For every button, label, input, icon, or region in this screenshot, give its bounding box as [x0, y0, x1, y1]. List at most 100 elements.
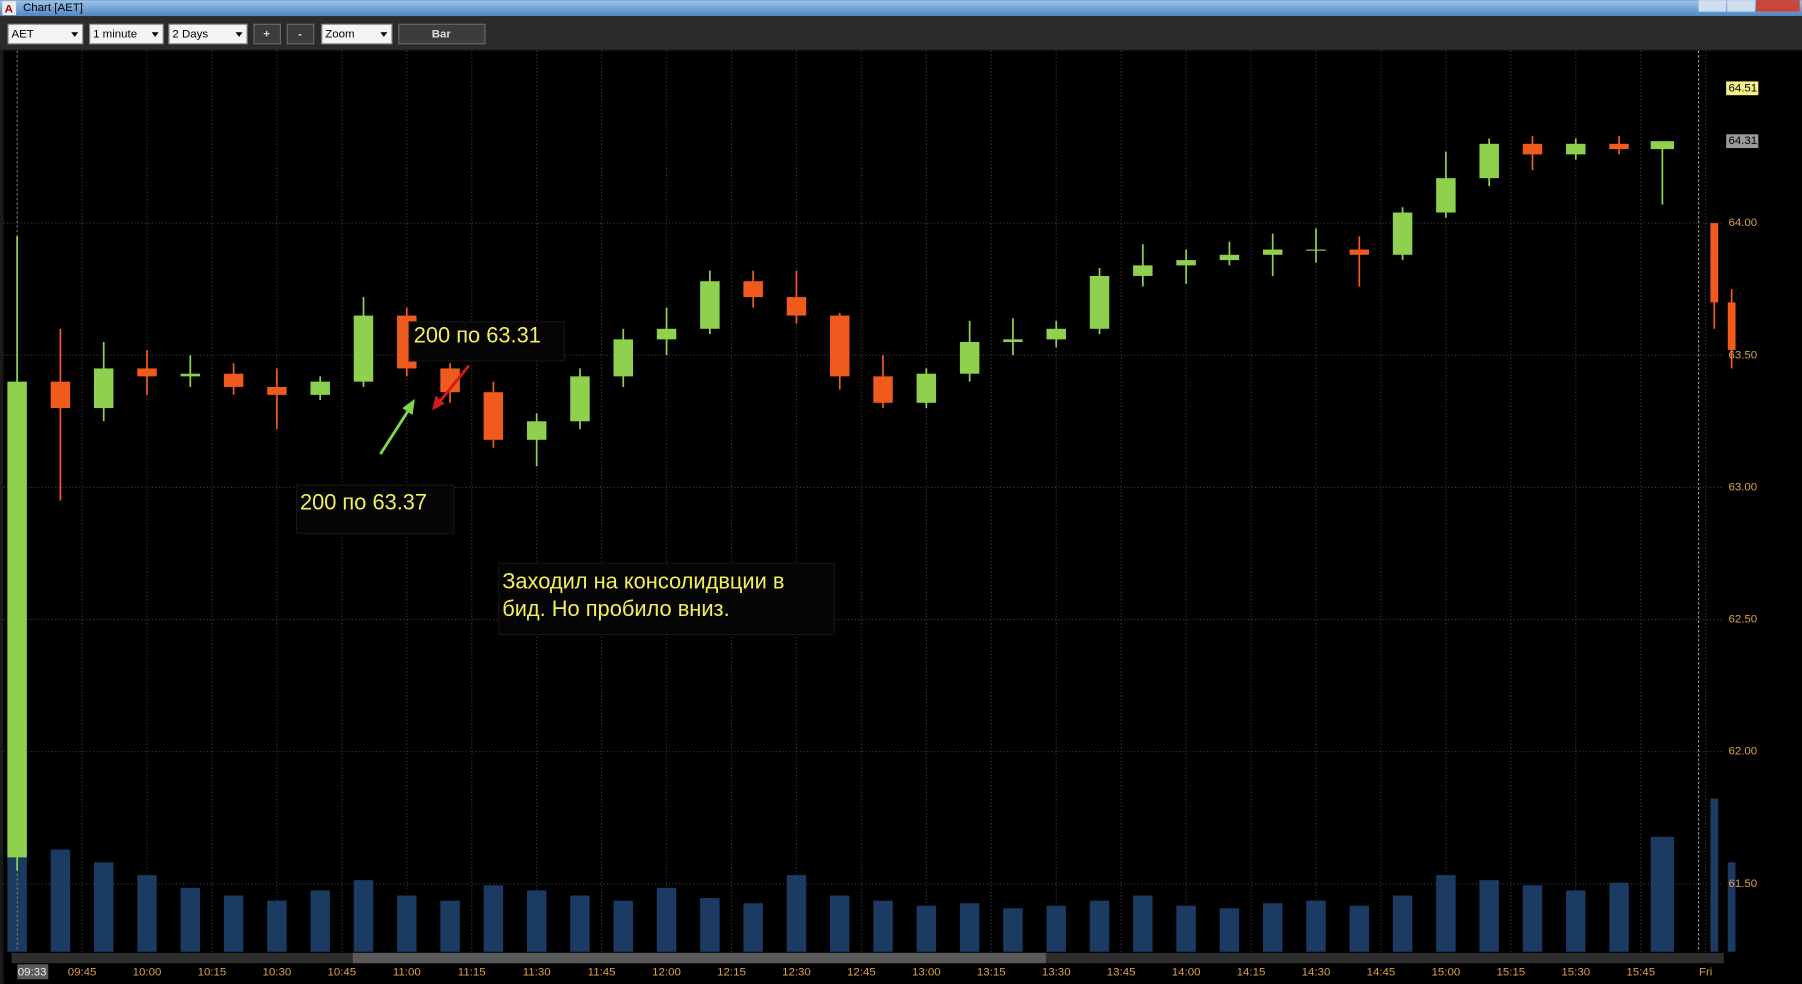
candle-body — [570, 376, 590, 422]
volume-bar — [180, 887, 201, 952]
close-button[interactable] — [1756, 0, 1800, 12]
volume-bar — [1046, 905, 1066, 952]
maximize-button[interactable] — [1727, 0, 1755, 12]
x-tick-label: 11:15 — [458, 966, 486, 978]
candle-body — [1219, 254, 1240, 261]
volume-bar — [1306, 900, 1326, 952]
candle-body — [656, 328, 677, 340]
volume-bar — [1262, 903, 1283, 952]
volume-bar — [700, 898, 720, 952]
range-value: 2 Days — [172, 29, 208, 41]
candle-body — [50, 381, 71, 409]
volume-bar — [743, 903, 763, 952]
x-tick-label: 14:30 — [1302, 966, 1331, 978]
annotation-box — [498, 562, 835, 636]
volume-bar — [570, 895, 590, 952]
x-tick-label: 12:30 — [782, 966, 811, 978]
candle-body — [1650, 141, 1675, 150]
buy-arrow — [379, 398, 415, 455]
price-marker — [1726, 134, 1759, 149]
window-title: Chart [AET] — [23, 2, 83, 14]
interval-select[interactable] — [89, 23, 164, 45]
candle-body — [137, 368, 157, 377]
candle-body — [700, 281, 720, 329]
candle-body — [786, 297, 807, 316]
volume-bar — [440, 900, 460, 952]
annotation-comment: бид. Но пробило вниз. — [502, 596, 729, 621]
candle-body — [1566, 143, 1586, 155]
volume-bar — [1710, 798, 1719, 952]
zoom-in-label: + — [263, 29, 270, 41]
zoom-in-button[interactable] — [253, 23, 281, 45]
app-icon — [2, 1, 17, 16]
candle-body — [1176, 260, 1196, 266]
volume-bar — [397, 895, 417, 952]
x-tick-label: 10:45 — [327, 966, 356, 978]
candle-body — [830, 315, 850, 377]
y-tick-label: 64.00 — [1728, 217, 1757, 229]
symbol-select[interactable] — [7, 23, 84, 45]
minimize-button[interactable] — [1698, 0, 1727, 12]
y-tick-label: 62.00 — [1728, 746, 1757, 758]
x-tick-label: 14:15 — [1237, 966, 1266, 978]
symbol-value: AET — [11, 29, 33, 41]
x-tick-label: 15:15 — [1496, 966, 1525, 978]
zoom-value: Zoom — [325, 29, 354, 41]
zoom-out-label: - — [298, 29, 302, 41]
cursor-time: 09:33 — [18, 966, 47, 978]
candle-body — [1727, 302, 1736, 350]
candle-body — [1609, 143, 1629, 150]
volume-bar — [1609, 882, 1629, 952]
x-tick-label: 13:30 — [1042, 966, 1071, 978]
candle-body — [613, 339, 634, 377]
volume-bar — [1176, 905, 1196, 952]
style-button[interactable] — [398, 23, 486, 45]
x-tick-label: 13:00 — [912, 966, 941, 978]
candle-body — [1436, 178, 1456, 213]
candle-body — [1522, 143, 1543, 155]
volume-bar — [137, 875, 157, 952]
grid — [3, 50, 1724, 952]
candles — [7, 135, 1736, 871]
volume-bar — [1003, 908, 1023, 952]
volume-bar — [613, 900, 634, 952]
candle-body — [93, 368, 114, 409]
candle-body — [743, 281, 763, 298]
candle-body — [1710, 223, 1719, 303]
volume-bar — [93, 862, 114, 952]
dropdown-arrows — [71, 32, 388, 37]
volume-bar — [1219, 908, 1240, 952]
volume-bar — [1349, 905, 1370, 952]
candle-body — [440, 368, 460, 393]
volume-bar — [1566, 890, 1586, 952]
candle-body — [1349, 249, 1370, 255]
candle-body — [1262, 249, 1283, 255]
x-tick-label: Fri — [1699, 966, 1712, 978]
y-tick-label: 62.50 — [1728, 614, 1757, 626]
x-tick-label: 11:30 — [523, 966, 551, 978]
x-tick-label: 11:45 — [588, 966, 616, 978]
x-tick-label: 12:45 — [847, 966, 876, 978]
style-label: Bar — [432, 29, 452, 41]
candle-body — [353, 315, 374, 382]
candle-body — [1133, 265, 1153, 276]
volume-bar — [1650, 836, 1675, 952]
candle-body — [310, 381, 330, 395]
y-tick-label: 61.50 — [1728, 878, 1757, 890]
annotation-buy: 200 по 63.37 — [300, 489, 427, 514]
volume-bar — [959, 903, 980, 952]
y-tick-label: 63.50 — [1728, 349, 1757, 361]
annotation-comment: Заходил на консолидвции в — [502, 569, 784, 594]
volume-bar — [1522, 885, 1543, 952]
zoom-select[interactable] — [321, 23, 393, 45]
range-select[interactable] — [168, 23, 248, 45]
price-marker-label: 64.51 — [1728, 82, 1757, 94]
candle-body — [1479, 143, 1499, 179]
zoom-out-button[interactable] — [286, 23, 315, 45]
candle-body — [526, 421, 547, 440]
volume-bar — [353, 880, 374, 952]
volume-bar — [1436, 875, 1456, 952]
scrollbar-thumb[interactable] — [352, 952, 1046, 964]
annotation-box — [295, 484, 455, 534]
